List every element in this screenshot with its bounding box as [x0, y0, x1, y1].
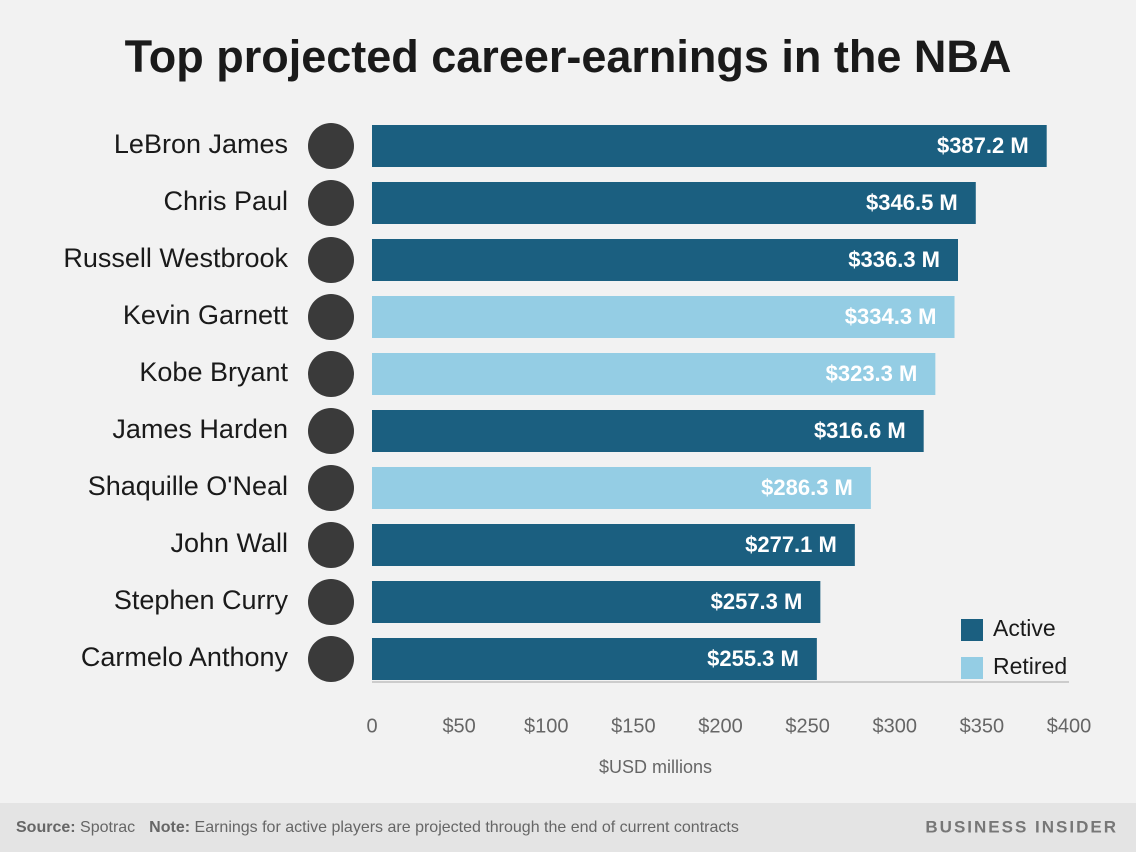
x-tick-label: $50: [442, 715, 475, 737]
category-label: LeBron James: [114, 129, 288, 159]
player-avatar: [308, 237, 354, 283]
chart-title: Top projected career-earnings in the NBA: [125, 31, 1012, 82]
x-tick-label: $100: [524, 715, 569, 737]
value-label: $323.3 M: [826, 361, 918, 386]
category-label: Russell Westbrook: [63, 243, 288, 273]
value-label: $277.1 M: [745, 532, 837, 557]
bar: [372, 182, 976, 224]
category-label: James Harden: [112, 414, 288, 444]
bar: [372, 296, 955, 338]
bar: [372, 638, 817, 680]
player-avatar: [308, 465, 354, 511]
note: Earnings for active players are projecte…: [195, 819, 739, 836]
value-label: $387.2 M: [937, 133, 1029, 158]
legend-label: Active: [993, 615, 1056, 641]
note-label: Note:: [149, 819, 190, 836]
value-label: $334.3 M: [845, 304, 937, 329]
value-label: $336.3 M: [848, 247, 940, 272]
player-avatar: [308, 636, 354, 682]
value-label: $316.6 M: [814, 418, 906, 443]
player-avatar: [308, 123, 354, 169]
x-tick-label: $300: [873, 715, 918, 737]
bar: [372, 125, 1047, 167]
player-avatar: [308, 408, 354, 454]
category-label: Carmelo Anthony: [81, 642, 289, 672]
x-tick-label: 0: [366, 715, 377, 737]
category-label: Stephen Curry: [114, 585, 289, 615]
player-avatar: [308, 351, 354, 397]
legend-swatch: [961, 619, 983, 641]
value-label: $257.3 M: [711, 589, 803, 614]
category-label: Shaquille O'Neal: [88, 471, 288, 501]
x-tick-label: $400: [1047, 715, 1092, 737]
footer-band: [0, 803, 1136, 852]
source-label: Source:: [16, 819, 76, 836]
bar: [372, 524, 855, 566]
value-label: $255.3 M: [707, 646, 799, 671]
player-avatar: [308, 294, 354, 340]
x-axis-label: $USD millions: [599, 757, 712, 777]
bar: [372, 239, 959, 281]
player-avatar: [308, 579, 354, 625]
player-avatar: [308, 522, 354, 568]
brand: BUSINESS INSIDER: [925, 817, 1118, 836]
x-tick-label: $150: [611, 715, 656, 737]
value-label: $286.3 M: [761, 475, 853, 500]
x-tick-label: $200: [698, 715, 743, 737]
category-label: Kobe Bryant: [139, 357, 288, 387]
player-avatar: [308, 180, 354, 226]
category-label: Kevin Garnett: [123, 300, 289, 330]
legend-label: Retired: [993, 653, 1067, 679]
bar: [372, 467, 871, 509]
bar: [372, 581, 821, 623]
bar: [372, 410, 924, 452]
value-label: $346.5 M: [866, 190, 958, 215]
legend-swatch: [961, 657, 983, 679]
category-label: John Wall: [170, 528, 288, 558]
source: Spotrac: [80, 819, 135, 836]
category-label: Chris Paul: [163, 186, 288, 216]
footer-source: Source: Spotrac Note: Earnings for active…: [16, 819, 739, 836]
bar: [372, 353, 936, 395]
x-tick-label: $350: [960, 715, 1005, 737]
x-tick-label: $250: [785, 715, 830, 737]
